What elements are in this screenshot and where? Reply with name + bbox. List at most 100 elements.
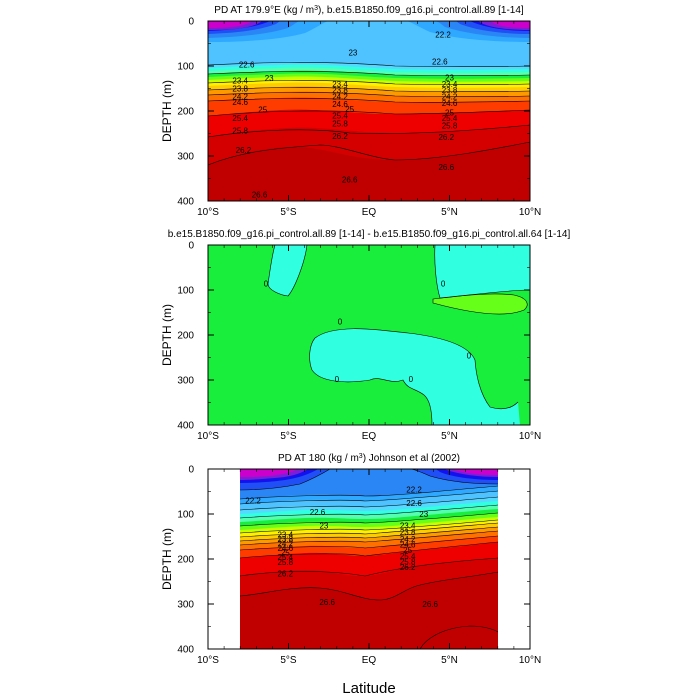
contour-label: 22.2	[406, 485, 422, 494]
panel-model-axes: 10°S 5°S EQ 5°N 10°N 0 100 200 300 400 DEPTH (m)	[160, 17, 541, 219]
contour-label: 22.6	[310, 508, 326, 517]
y-tick-label: 300	[177, 376, 194, 387]
contour-label: 26.6	[422, 600, 438, 609]
diff-cyan-north-upper	[434, 245, 530, 298]
panel-model-title: PD AT 179.9°E (kg / m3), b.e15.B1850.f09…	[214, 5, 524, 17]
x-tick-label: EQ	[362, 207, 377, 218]
contour-label: 25.8	[232, 126, 248, 135]
contour-label: 22.2	[435, 31, 451, 40]
obs-band-deep-blue	[240, 469, 498, 483]
contour-label: 25.4	[332, 112, 348, 121]
contour-label: 25	[345, 105, 354, 114]
contour-label: 23.8	[332, 86, 348, 95]
diff-light-green-tongue	[433, 293, 528, 314]
y-tick-label: 0	[188, 17, 194, 28]
contour-label: 24.6	[400, 541, 416, 550]
x-tick-label: 5°N	[441, 431, 458, 442]
panel-model-field	[208, 21, 530, 201]
contour-label: 26.6	[342, 175, 358, 184]
contour-label: 0	[441, 279, 446, 288]
contour-label: 26.2	[277, 569, 293, 578]
contour-label: 23.8	[400, 528, 416, 537]
contour-label: 26.6	[438, 163, 454, 172]
contour-label: 24.2	[277, 539, 293, 548]
panel-observations-contour-labels: 22.222.62322.222.62323.423.824.224.62525…	[245, 485, 438, 609]
contour-label: 24.2	[400, 535, 416, 544]
contour-label: 0	[409, 375, 414, 384]
y-axis-label: DEPTH (m)	[160, 80, 174, 142]
panel-difference-contour-labels: 0 0 0 0 0 0	[264, 279, 472, 384]
y-tick-label: 200	[177, 331, 194, 342]
contour-label: 0	[335, 375, 340, 384]
contour-label: 25.4	[442, 114, 458, 123]
contour-label: 23	[265, 74, 274, 83]
x-tick-label: 10°S	[197, 431, 219, 442]
contour-label: 25.8	[332, 120, 348, 129]
diff-cyan-central	[309, 328, 520, 425]
contour-label: 24.2	[232, 93, 248, 102]
contour-label: 23	[319, 521, 328, 530]
panel-model-contours	[208, 62, 530, 166]
contour-label: 23.4	[277, 530, 293, 539]
y-tick-label: 200	[177, 107, 194, 118]
contour-label: 22.6	[432, 58, 448, 67]
y-axis-label: DEPTH (m)	[160, 528, 174, 590]
y-tick-label: 100	[177, 286, 194, 297]
x-tick-label: 10°N	[519, 207, 541, 218]
x-tick-label: 5°N	[441, 207, 458, 218]
panel-observations-title: PD AT 180 (kg / m3) Johnson et al (2002)	[278, 453, 460, 465]
contour-label: 24.6	[332, 100, 348, 109]
contour-label: 25	[403, 546, 412, 555]
contour-label: 23.8	[442, 86, 458, 95]
panel-difference-axes: 10°S 5°S EQ 5°N 10°N 0 100 200 300 400 DEPTH (m)	[160, 241, 541, 443]
contour-label: 26.2	[438, 133, 454, 142]
panel-difference-title: b.e15.B1850.f09_g16.pi_control.all.89 [1…	[168, 229, 571, 240]
contour-label: 22.6	[406, 499, 422, 508]
contour-label: 25.4	[232, 114, 248, 123]
x-axis-label: Latitude	[342, 680, 395, 697]
x-tick-label: 5°N	[441, 655, 458, 666]
contour-label: 23.4	[332, 80, 348, 89]
contour-label: 23.8	[232, 85, 248, 94]
obs-band-magenta	[240, 469, 498, 477]
contour-label: 24.6	[232, 98, 248, 107]
x-tick-label: 10°N	[519, 431, 541, 442]
panel-observations-axes: 10°S 5°S EQ 5°N 10°N 0 100 200 300 400 DEPTH (m)	[160, 465, 541, 667]
contour-label: 25.8	[400, 557, 416, 566]
y-tick-label: 0	[188, 465, 194, 476]
contour-label: 25.8	[442, 121, 458, 130]
contour-label: 25	[258, 106, 267, 115]
contour-label: 23	[445, 73, 454, 82]
diff-cyan-south-upper	[268, 245, 307, 296]
contour-label: 23.4	[400, 521, 416, 530]
x-tick-label: 10°S	[197, 655, 219, 666]
y-tick-label: 200	[177, 555, 194, 566]
y-tick-label: 300	[177, 152, 194, 163]
x-tick-label: EQ	[362, 431, 377, 442]
contour-label: 23.4	[232, 76, 248, 85]
panel-observations: PD AT 180 (kg / m3) Johnson et al (2002)	[160, 453, 541, 667]
contour-label: 23.8	[277, 535, 293, 544]
y-axis-label: DEPTH (m)	[160, 304, 174, 366]
contour-label: 25	[281, 548, 290, 557]
contour-label: 26.6	[252, 190, 268, 199]
x-tick-label: EQ	[362, 655, 377, 666]
y-tick-label: 400	[177, 197, 194, 208]
contour-label: 22.2	[245, 497, 261, 506]
contour-label: 26.2	[236, 146, 252, 155]
x-tick-label: 5°S	[280, 655, 297, 666]
x-tick-label: 5°S	[280, 431, 297, 442]
contour-label: 25	[445, 108, 454, 117]
contour-label: 24.2	[332, 93, 348, 102]
contour-label: 24.6	[277, 544, 293, 553]
x-tick-label: 10°S	[197, 207, 219, 218]
contour-label: 26.6	[319, 598, 335, 607]
y-tick-label: 400	[177, 645, 194, 656]
panel-difference-field	[208, 245, 530, 425]
y-tick-label: 0	[188, 241, 194, 252]
contour-label: 22.6	[239, 61, 255, 70]
y-tick-label: 100	[177, 62, 194, 73]
contour-label: 26.2	[400, 563, 416, 572]
contour-label: 26.2	[332, 132, 348, 141]
